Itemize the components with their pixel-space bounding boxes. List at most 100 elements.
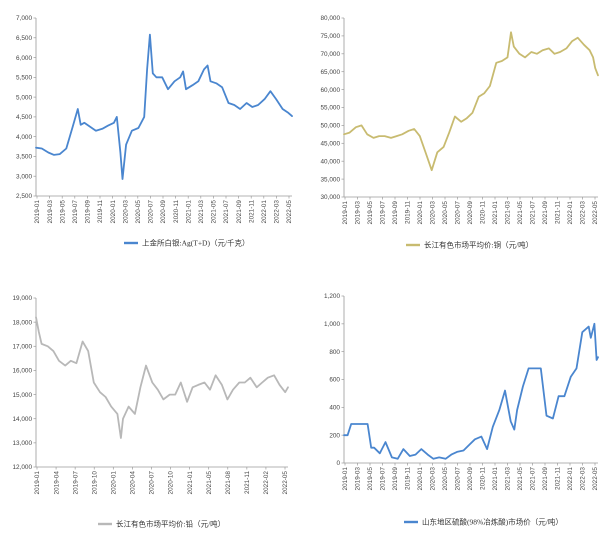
x-tick-label: 2021-01 (492, 467, 499, 491)
legend-label: 上金所白银:Ag(T+D)（元/千克） (142, 238, 250, 248)
x-tick-label: 2021-09 (542, 467, 549, 491)
x-tick-label: 2020-07 (149, 471, 156, 495)
legend-label: 山东地区硫酸(98%冶炼酸)市场价（元/吨） (422, 517, 563, 527)
y-tick-label: 30,000 (320, 194, 340, 201)
x-tick-label: 2019-01 (342, 467, 349, 491)
x-tick-label: 2019-05 (59, 200, 66, 224)
x-tick-label: 2020-03 (430, 467, 437, 491)
y-tick-label: 600 (329, 377, 340, 384)
y-tick-label: 1,200 (324, 293, 340, 300)
x-tick-label: 2020-11 (480, 467, 487, 490)
y-tick-label: 12,000 (12, 464, 32, 471)
x-tick-label: 2021-11 (555, 201, 562, 224)
x-tick-label: 2020-07 (455, 467, 462, 491)
x-tick-label: 2021-07 (530, 467, 537, 491)
x-tick-label: 2021-11 (248, 200, 255, 223)
y-tick-label: 14,000 (12, 416, 32, 423)
x-tick-label: 2022-01 (567, 467, 574, 491)
x-tick-label: 2021-03 (505, 467, 512, 491)
x-tick-label: 2021-05 (211, 200, 218, 224)
y-tick-label: 1,000 (324, 321, 340, 328)
x-tick-label: 2020-10 (168, 471, 175, 495)
x-tick-label: 2020-05 (442, 467, 449, 491)
x-tick-label: 2020-04 (130, 471, 137, 495)
y-tick-label: 6,000 (16, 55, 32, 62)
x-tick-label: 2019-09 (85, 200, 92, 224)
x-tick-label: 2019-10 (91, 471, 98, 495)
x-tick-label: 2022-02 (263, 471, 270, 495)
x-tick-label: 2021-11 (244, 471, 251, 494)
x-tick-label: 2019-09 (392, 201, 399, 225)
y-tick-label: 45,000 (320, 141, 340, 148)
x-tick-label: 2019-09 (392, 467, 399, 491)
x-tick-label: 2020-09 (160, 200, 167, 224)
y-tick-label: 7,000 (16, 15, 32, 22)
y-tick-label: 15,000 (12, 392, 32, 399)
x-tick-label: 2022-03 (274, 200, 281, 224)
y-tick-label: 5,000 (16, 94, 32, 101)
x-tick-label: 2020-03 (122, 200, 129, 224)
x-tick-label: 2021-01 (492, 201, 499, 225)
y-tick-label: 13,000 (12, 440, 32, 447)
x-tick-label: 2019-07 (380, 201, 387, 225)
x-tick-label: 2021-05 (517, 201, 524, 225)
y-tick-label: 2,500 (16, 193, 32, 200)
y-tick-label: 65,000 (320, 69, 340, 76)
x-tick-label: 2022-03 (580, 201, 587, 225)
x-tick-label: 2022-05 (282, 471, 289, 495)
x-tick-label: 2021-05 (517, 467, 524, 491)
y-tick-label: 80,000 (320, 15, 340, 22)
x-tick-label: 2021-09 (542, 201, 549, 225)
y-tick-label: 40,000 (320, 158, 340, 165)
x-tick-label: 2020-07 (455, 201, 462, 225)
y-tick-label: 3,500 (16, 154, 32, 161)
y-tick-label: 5,500 (16, 75, 32, 82)
x-tick-label: 2019-01 (34, 200, 41, 224)
x-tick-label: 2021-07 (223, 200, 230, 224)
series-line-copper (343, 31, 599, 172)
chart-lead: 12,000 13,000 14,000 15,000 16,000 17,000 18,0… (12, 295, 289, 528)
chart-sulfuric-acid: 0 200 400 600 800 1,000 1,200 2019-01 2019-03 201… (324, 293, 599, 526)
x-tick-label: 2021-09 (236, 200, 243, 224)
x-tick-label: 2020-03 (430, 201, 437, 225)
y-tick-label: 0 (336, 460, 340, 467)
x-tick-label: 2019-04 (53, 471, 60, 495)
y-tick-label: 400 (329, 405, 340, 412)
x-tick-label: 2020-05 (442, 201, 449, 225)
x-tick-label: 2021-03 (505, 201, 512, 225)
series-line-sulfuric-acid (343, 322, 599, 460)
y-tick-label: 55,000 (320, 105, 340, 112)
x-tick-label: 2021-07 (530, 201, 537, 225)
y-tick-label: 16,000 (12, 368, 32, 375)
x-tick-label: 2019-01 (342, 201, 349, 225)
x-tick-label: 2019-07 (380, 467, 387, 491)
x-tick-label: 2020-07 (148, 200, 155, 224)
x-tick-label: 2021-01 (187, 471, 194, 495)
x-tick-label: 2019-03 (355, 201, 362, 225)
y-tick-label: 4,500 (16, 114, 32, 121)
x-tick-label: 2019-05 (367, 467, 374, 491)
x-tick-label: 2021-05 (206, 471, 213, 495)
series-line-silver (35, 33, 293, 180)
legend-label: 长江有色市场平均价:铅（元/吨） (116, 519, 225, 529)
x-tick-label: 2020-01 (111, 471, 118, 495)
x-tick-label: 2022-05 (592, 201, 599, 225)
x-tick-label: 2022-05 (592, 467, 599, 491)
x-tick-label: 2020-05 (135, 200, 142, 224)
chart-silver: 2,500 3,000 3,500 4,000 4,500 5,000 5,500 6,000… (16, 15, 293, 247)
y-tick-label: 3,000 (16, 173, 32, 180)
series-line-lead (35, 316, 289, 439)
x-tick-label: 2020-09 (467, 201, 474, 225)
chart-copper: 30,000 35,000 40,000 45,000 50,000 55,000 60,0… (320, 15, 599, 249)
x-tick-label: 2021-03 (198, 200, 205, 224)
x-tick-label: 2020-01 (417, 201, 424, 225)
x-tick-label: 2019-07 (72, 200, 79, 224)
x-tick-label: 2021-01 (185, 200, 192, 224)
x-tick-label: 2019-03 (47, 200, 54, 224)
y-tick-label: 75,000 (320, 33, 340, 40)
y-tick-label: 4,000 (16, 134, 32, 141)
y-tick-label: 18,000 (12, 319, 32, 326)
x-tick-label: 2020-01 (110, 200, 117, 224)
